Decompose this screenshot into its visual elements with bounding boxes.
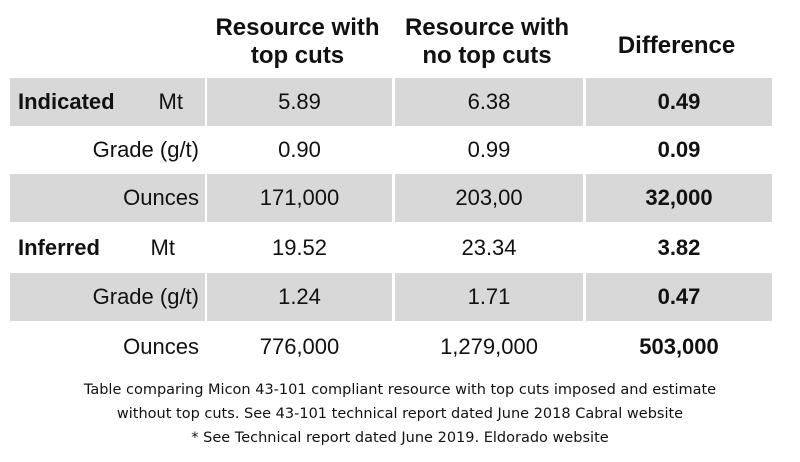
value-top-cuts: 776,000	[259, 334, 340, 359]
value-difference: 503,000	[639, 334, 719, 359]
value-top-cuts: 19.52	[271, 235, 328, 260]
value-no-top-cuts: 1.71	[395, 273, 583, 321]
value-no-top-cuts: 23.34	[461, 235, 517, 260]
table-row: Indicated Mt 5.89 6.38 0.49	[10, 78, 772, 126]
table-row: Grade (g/t) 1.24 1.71 0.47	[10, 273, 772, 321]
table-row: Grade (g/t) 0.90 0.99 0.09	[10, 126, 772, 174]
table-row: Ounces 171,000 203,00 32,000	[10, 174, 772, 222]
header-difference: Difference	[617, 32, 736, 59]
metric-label: Mt	[158, 89, 183, 114]
row-label-cell: Grade (g/t)	[10, 126, 205, 174]
row-label-cell: Inferred Mt	[10, 224, 205, 272]
value-difference: 32,000	[586, 174, 772, 222]
table-row: Ounces 776,000 1,279,000 503,000	[10, 323, 772, 371]
group-label: Indicated	[18, 89, 115, 114]
value-no-top-cuts: 6.38	[395, 78, 583, 126]
metric-label: Grade (g/t)	[92, 137, 199, 162]
row-label-cell: Grade (g/t)	[10, 273, 205, 321]
caption-line-1: Table comparing Micon 43-101 compliant r…	[83, 382, 717, 398]
value-no-top-cuts: 203,00	[395, 174, 583, 222]
header-resource-with-top-cuts: Resource with top cuts	[215, 14, 380, 69]
value-top-cuts: 1.24	[207, 273, 392, 321]
header-resource-no-top-cuts: Resource with no top cuts	[404, 14, 570, 69]
value-difference: 0.47	[586, 273, 772, 321]
value-no-top-cuts: 0.99	[467, 137, 511, 162]
value-top-cuts: 5.89	[207, 78, 392, 126]
value-top-cuts: 0.90	[278, 137, 321, 162]
caption: Table comparing Micon 43-101 compliant r…	[0, 378, 800, 450]
group-label: Inferred	[18, 235, 100, 260]
table-row: Inferred Mt 19.52 23.34 3.82	[10, 224, 772, 272]
row-label-cell: Ounces	[10, 323, 205, 371]
value-difference: 0.49	[586, 78, 772, 126]
metric-label: Ounces	[123, 185, 199, 210]
value-difference: 3.82	[657, 235, 701, 260]
metric-label: Mt	[150, 235, 175, 260]
value-top-cuts: 171,000	[207, 174, 392, 222]
metric-label: Grade (g/t)	[92, 284, 199, 309]
metric-label: Ounces	[123, 334, 199, 359]
row-label-cell: Ounces	[10, 174, 205, 222]
value-no-top-cuts: 1,279,000	[440, 334, 538, 359]
caption-line-3: * See Technical report dated June 2019. …	[191, 430, 609, 446]
caption-line-2: without top cuts. See 43-101 technical r…	[116, 406, 684, 422]
row-label-cell: Indicated Mt	[10, 78, 205, 126]
value-difference: 0.09	[657, 137, 701, 162]
